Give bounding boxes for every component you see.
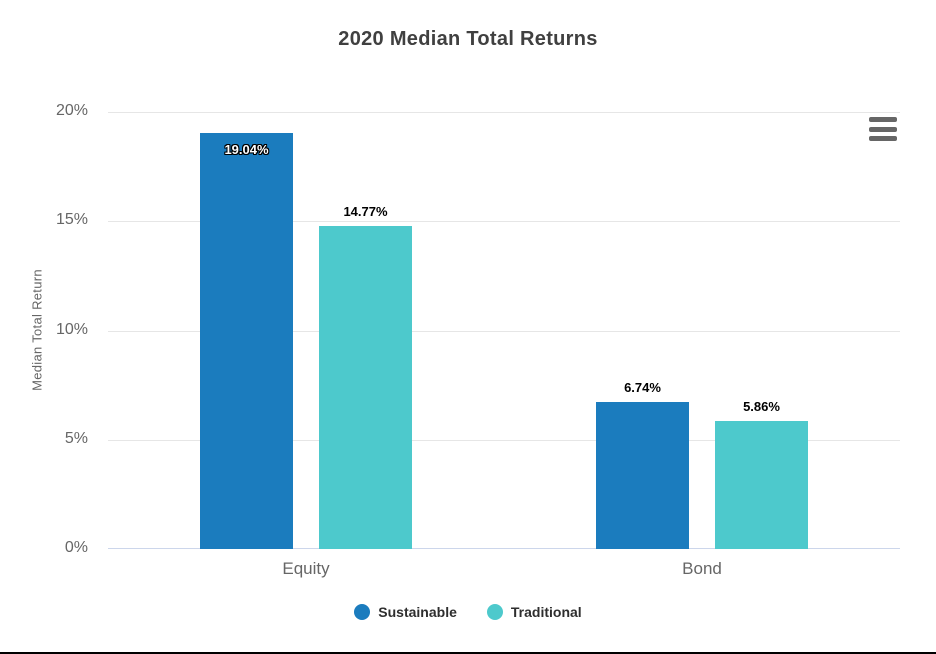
y-axis-tick-label: 0% (64, 539, 88, 556)
y-gridline (108, 221, 900, 223)
hamburger-bar (869, 117, 897, 122)
legend-marker-icon (354, 604, 371, 620)
legend-item-sustainable[interactable]: Sustainable (354, 604, 457, 620)
legend: Sustainable Traditional (0, 604, 936, 620)
legend-item-traditional[interactable]: Traditional (486, 604, 582, 620)
bar-data-label: 19.04% (224, 141, 269, 157)
bar-data-label: 5.86% (743, 398, 780, 414)
legend-marker-icon (486, 604, 503, 620)
x-axis-label-equity: Equity (282, 559, 330, 578)
page-bottom-edge (0, 652, 936, 654)
plot-area: 19.04% 14.77% 6.74% 5.86% (108, 112, 900, 549)
x-axis-label-bond: Bond (682, 559, 722, 578)
bar-sustainable-bond[interactable] (596, 401, 689, 549)
bar-sustainable-equity[interactable] (200, 132, 293, 549)
chart-context-menu-button hamburger-icon[interactable] (869, 117, 897, 141)
y-gridline (108, 112, 900, 113)
x-axis-line (108, 548, 900, 549)
y-axis-tick-label: 10% (55, 320, 88, 338)
hamburger-bar (869, 136, 897, 141)
hamburger-bar (869, 126, 897, 132)
chart-title: 2020 Median Total Returns (338, 28, 598, 50)
bar-data-label: 14.77% (343, 204, 388, 220)
y-gridline (108, 439, 900, 441)
bar-traditional-bond[interactable] (715, 420, 808, 549)
bar-traditional-equity[interactable] (319, 226, 412, 549)
y-gridline (108, 330, 900, 332)
bar-data-label: 6.74% (624, 379, 661, 395)
y-axis-tick-label: 20% (55, 102, 88, 119)
y-axis-tick-label: 15% (55, 211, 88, 229)
legend-label: Traditional (510, 604, 582, 620)
legend-label: Sustainable (378, 604, 457, 620)
y-axis-tick-label: 5% (64, 429, 88, 447)
